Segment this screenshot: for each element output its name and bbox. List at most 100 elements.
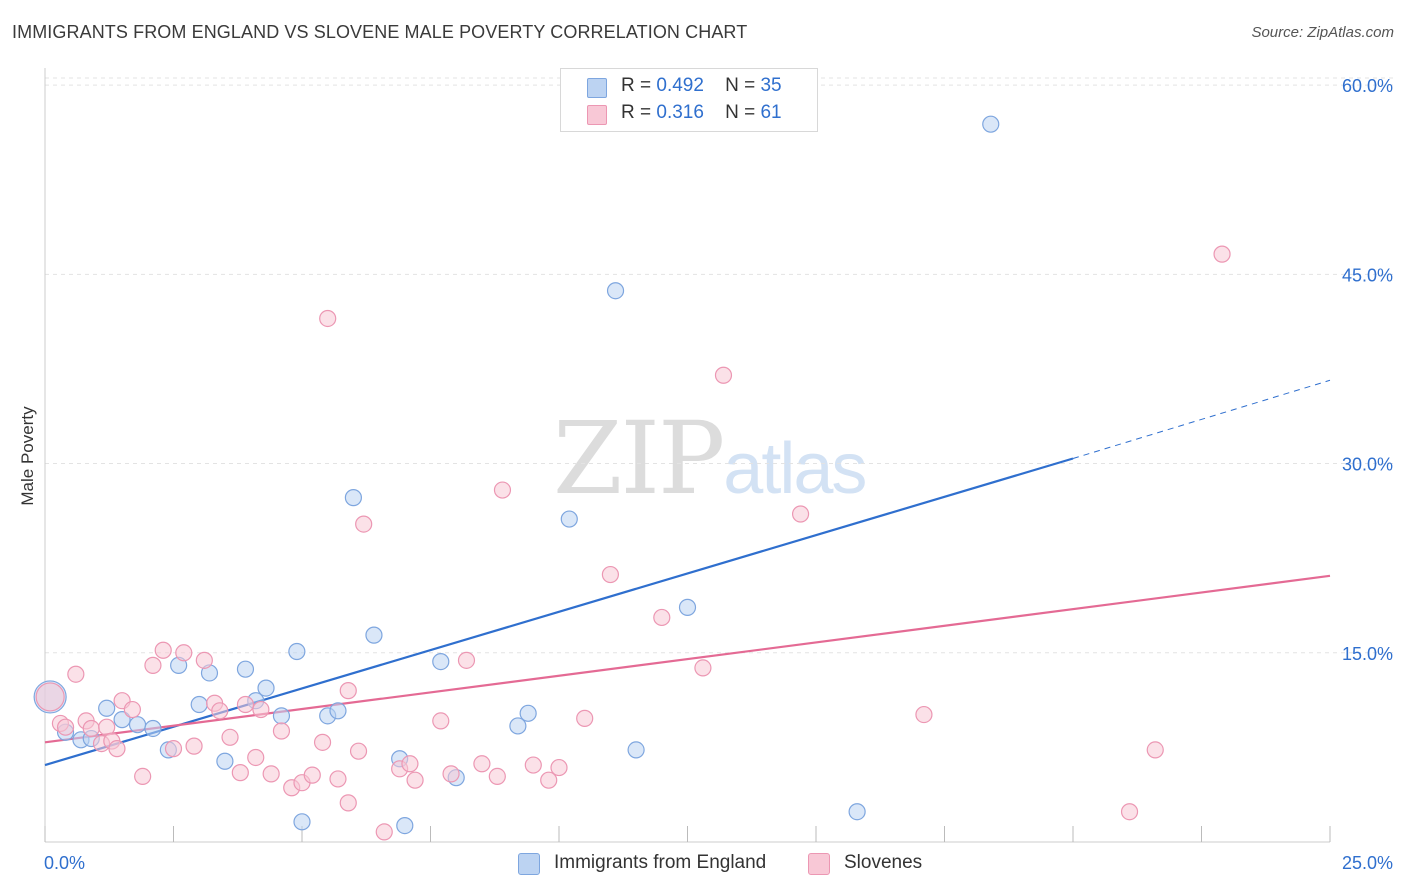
point-slovenes xyxy=(247,748,265,767)
chart-title: IMMIGRANTS FROM ENGLAND VS SLOVENE MALE … xyxy=(12,22,748,42)
point-slovenes xyxy=(211,702,229,720)
point-slovenes xyxy=(653,608,671,627)
point-england xyxy=(560,510,578,528)
legend-r-label: R = xyxy=(621,102,652,123)
x-tick-label-min: 0.0% xyxy=(44,853,85,873)
point-slovenes xyxy=(694,659,712,677)
point-slovenes xyxy=(349,742,368,760)
tick-labels: 15.0% 30.0% 45.0% 60.0% 0.0% 25.0% xyxy=(44,76,1393,873)
legend-r-value: 0.492 xyxy=(656,75,704,96)
point-slovenes xyxy=(1146,741,1164,759)
point-slovenes xyxy=(319,309,337,328)
point-slovenes xyxy=(401,755,419,773)
series-legend: Immigrants from England Slovenes xyxy=(0,852,1406,878)
point-slovenes xyxy=(164,740,183,758)
point-england xyxy=(288,642,306,661)
point-england xyxy=(519,704,537,722)
legend-swatch-england xyxy=(518,853,540,875)
point-slovenes xyxy=(1120,803,1139,821)
point-slovenes xyxy=(231,764,249,782)
point-slovenes xyxy=(432,712,450,730)
legend-n-label: N = xyxy=(725,75,756,96)
watermark: ZIPatlas xyxy=(553,400,867,517)
legend-r-label: R = xyxy=(621,75,652,96)
correlation-legend: R = 0.492 N = 35 R = 0.316 N = 61 xyxy=(560,68,818,132)
point-slovenes xyxy=(576,709,594,727)
point-slovenes xyxy=(56,718,75,736)
legend-label-england: Immigrants from England xyxy=(554,852,767,873)
point-slovenes xyxy=(601,565,620,584)
legend-text-slovenes: R = 0.316 N = 61 xyxy=(621,102,782,124)
legend-label-slovenes: Slovenes xyxy=(844,852,923,873)
point-slovenes xyxy=(272,722,291,740)
y-tick-label: 60.0% xyxy=(1342,76,1393,96)
point-slovenes xyxy=(714,366,733,384)
point-slovenes xyxy=(252,700,270,719)
point-slovenes xyxy=(144,656,162,674)
point-england xyxy=(365,626,383,644)
point-slovenes xyxy=(123,700,141,719)
legend-n-label: N = xyxy=(725,102,756,123)
point-england xyxy=(98,699,116,717)
point-england xyxy=(272,707,291,725)
point-england xyxy=(128,716,147,734)
point-england xyxy=(432,653,450,671)
legend-swatch-slovenes xyxy=(808,853,830,875)
data-points xyxy=(33,115,1231,841)
point-slovenes xyxy=(406,771,424,789)
point-england xyxy=(678,598,697,616)
point-slovenes xyxy=(185,737,203,755)
point-slovenes xyxy=(313,733,332,751)
y-tick-label: 45.0% xyxy=(1342,265,1393,285)
point-slovenes xyxy=(493,481,512,499)
point-slovenes xyxy=(488,767,506,786)
point-england xyxy=(216,752,234,770)
point-slovenes xyxy=(524,756,542,774)
point-slovenes xyxy=(791,505,810,523)
point-slovenes xyxy=(442,765,460,783)
point-slovenes xyxy=(473,755,491,773)
point-slovenes xyxy=(375,823,393,841)
legend-swatch-england xyxy=(587,78,607,98)
point-england xyxy=(396,817,414,835)
point-slovenes xyxy=(82,719,100,738)
x-tick-label-max: 25.0% xyxy=(1342,853,1393,873)
legend-text-england: R = 0.492 N = 35 xyxy=(621,75,782,97)
legend-swatch-slovenes xyxy=(587,105,607,125)
watermark-zip: ZIP xyxy=(553,400,725,517)
legend-n-value: 35 xyxy=(760,75,782,96)
axes xyxy=(44,68,1331,843)
point-england xyxy=(113,711,131,729)
point-slovenes xyxy=(540,771,558,789)
legend-r-value: 0.316 xyxy=(656,102,704,123)
point-slovenes xyxy=(339,682,357,700)
point-slovenes xyxy=(67,665,85,683)
point-slovenes xyxy=(329,770,347,788)
point-slovenes xyxy=(550,758,568,777)
y-tick-label: 15.0% xyxy=(1342,644,1393,664)
point-england xyxy=(982,115,1000,133)
point-slovenes xyxy=(355,515,373,533)
point-slovenes xyxy=(457,651,476,669)
point-slovenes xyxy=(134,767,152,786)
watermark-atlas: atlas xyxy=(723,429,867,509)
point-england xyxy=(257,679,275,697)
trend-line-extension-england xyxy=(1072,379,1331,459)
source-label: Source: ZipAtlas.com xyxy=(1251,24,1394,41)
point-slovenes xyxy=(175,644,193,662)
point-england xyxy=(606,282,625,300)
point-slovenes xyxy=(1213,245,1231,263)
point-slovenes xyxy=(154,641,172,659)
point-slovenes xyxy=(221,728,239,746)
point-england xyxy=(848,803,866,821)
y-tick-label: 30.0% xyxy=(1342,455,1393,475)
legend-n-value: 61 xyxy=(760,102,782,123)
point-slovenes xyxy=(915,705,933,724)
point-slovenes xyxy=(108,740,126,758)
point-slovenes xyxy=(262,765,280,783)
point-england xyxy=(627,741,645,759)
point-england xyxy=(190,695,208,714)
point-england xyxy=(329,702,347,720)
point-england xyxy=(509,717,527,735)
